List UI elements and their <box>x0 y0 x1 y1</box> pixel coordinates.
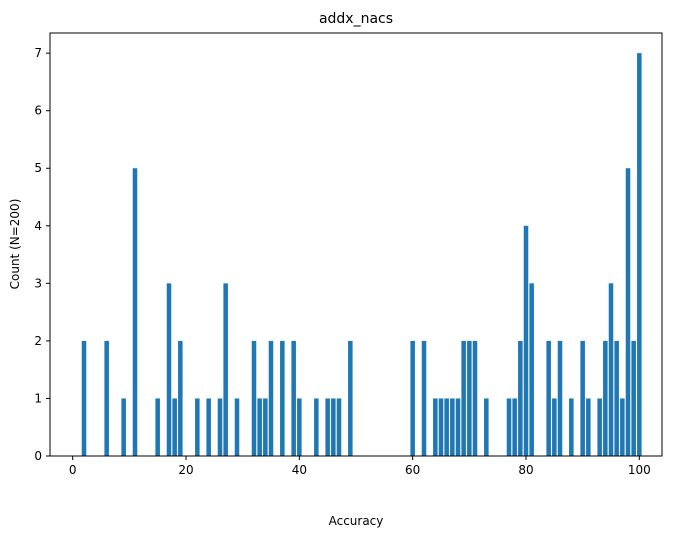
y-tick-label: 7 <box>34 46 42 60</box>
bar <box>546 340 551 456</box>
y-tick-label: 3 <box>34 276 42 290</box>
bar <box>336 398 342 456</box>
bar <box>132 168 138 456</box>
bar <box>586 398 591 456</box>
bar <box>331 398 336 456</box>
bar <box>223 283 228 456</box>
bar <box>608 283 614 456</box>
bar <box>348 340 353 456</box>
bar <box>529 283 534 456</box>
bar <box>625 168 631 456</box>
bar <box>263 398 268 456</box>
bar-series <box>81 53 642 457</box>
bar <box>251 340 257 456</box>
bar <box>325 398 330 456</box>
bar <box>280 340 285 456</box>
x-tick-label: 40 <box>292 463 307 477</box>
y-tick-label: 1 <box>34 391 42 405</box>
bar <box>467 340 472 456</box>
x-tick-label: 0 <box>69 463 77 477</box>
bar <box>217 398 223 456</box>
y-axis-ticks: 0 1 2 3 4 5 6 7 <box>34 46 50 463</box>
bar <box>461 340 466 456</box>
y-tick-label: 0 <box>34 449 42 463</box>
chart-title: addx_nacs <box>319 11 393 27</box>
bar <box>178 340 183 456</box>
bar <box>455 398 461 456</box>
bar <box>257 398 262 456</box>
bar <box>569 398 574 456</box>
bar <box>518 340 523 456</box>
bar <box>104 340 109 456</box>
plot-frame <box>49 32 663 457</box>
y-tick-label: 6 <box>34 104 42 118</box>
bar <box>512 398 517 456</box>
bar <box>580 340 585 456</box>
bar <box>234 398 240 456</box>
bar <box>195 398 200 456</box>
x-tick-label: 80 <box>518 463 533 477</box>
bar <box>438 398 444 456</box>
bar <box>552 398 557 456</box>
x-tick-label: 100 <box>628 463 651 477</box>
bar <box>444 398 449 456</box>
bar <box>268 340 274 456</box>
bar <box>523 225 529 456</box>
y-tick-label: 2 <box>34 334 42 348</box>
bar <box>206 398 211 456</box>
bar <box>557 340 563 456</box>
bar <box>631 340 636 456</box>
x-axis-label: Accuracy <box>329 514 384 528</box>
y-tick-label: 4 <box>34 219 42 233</box>
bar <box>506 398 512 456</box>
bar <box>450 398 455 456</box>
bar <box>637 53 642 457</box>
x-tick-label: 60 <box>405 463 420 477</box>
bar <box>421 340 427 456</box>
bar <box>166 283 172 456</box>
x-axis-ticks: 0 20 40 60 80 100 <box>69 456 651 477</box>
bar <box>297 398 302 456</box>
bar <box>603 340 608 456</box>
bar <box>155 398 160 456</box>
y-axis-label: Count (N=200) <box>8 199 22 290</box>
bar <box>614 340 619 456</box>
bar <box>472 340 478 456</box>
bar <box>410 340 415 456</box>
bar <box>314 398 319 456</box>
bar <box>81 340 87 456</box>
y-tick-label: 5 <box>34 161 42 175</box>
x-tick-label: 20 <box>178 463 193 477</box>
bar <box>172 398 177 456</box>
bar <box>291 340 296 456</box>
bar <box>121 398 126 456</box>
bar <box>433 398 438 456</box>
bar <box>597 398 602 456</box>
bar <box>620 398 625 456</box>
bar <box>484 398 489 456</box>
